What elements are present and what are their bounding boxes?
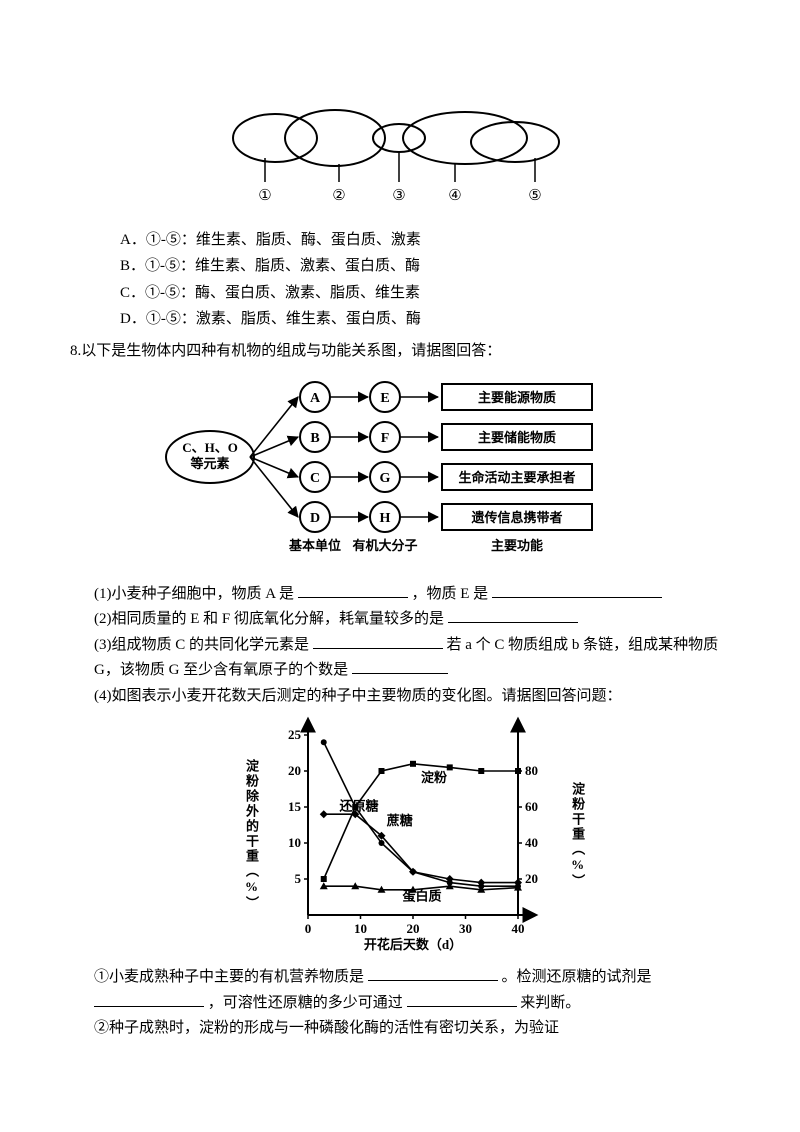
svg-text:遗传信息携带者: 遗传信息携带者 (470, 510, 562, 525)
svg-text:10: 10 (288, 835, 301, 850)
left-axis-label: 淀粉除外的干重（%） (240, 759, 262, 911)
q8-p2-pre: (2)相同质量的 E 和 F 彻底氧化分解，耗氧量较多的是 (94, 611, 444, 627)
svg-text:20: 20 (525, 871, 538, 886)
option-c: C．①-⑤：酶、蛋白质、激素、脂质、维生素 (120, 281, 734, 307)
blank (368, 965, 498, 981)
q8-p1-pre: (1)小麦种子细胞中，物质 A 是 (94, 586, 294, 602)
svg-text:蛋白质: 蛋白质 (403, 889, 442, 904)
q8-part3: (3)组成物质 C 的共同化学元素是 若 a 个 C 物质组成 b 条链，组成某… (94, 633, 734, 684)
blank (407, 991, 517, 1007)
svg-text:E: E (380, 391, 389, 406)
q8-part2: (2)相同质量的 E 和 F 彻底氧化分解，耗氧量较多的是 (94, 607, 734, 633)
svg-text:15: 15 (288, 799, 302, 814)
svg-text:④: ④ (448, 188, 461, 204)
svg-text:①: ① (258, 188, 271, 204)
right-axis-label: 淀粉干重（%） (566, 782, 588, 889)
svg-text:25: 25 (288, 727, 302, 742)
option-b: B．①-⑤：维生素、脂质、激素、蛋白质、酶 (120, 254, 734, 280)
svg-text:A: A (310, 391, 321, 406)
venn-diagram: ① ② ③ ④ ⑤ (66, 108, 734, 218)
blank (313, 633, 443, 649)
q8-p41-pre: ①小麦成熟种子中主要的有机营养物质是 (94, 969, 364, 985)
svg-text:B: B (310, 431, 319, 446)
svg-text:开花后天数（d）: 开花后天数（d） (364, 937, 462, 952)
q8-p3-pre: (3)组成物质 C 的共同化学元素是 (94, 637, 309, 653)
blank (298, 582, 408, 598)
svg-text:淀粉: 淀粉 (421, 770, 447, 785)
svg-text:生命活动主要承担者: 生命活动主要承担者 (458, 470, 575, 485)
q8-part4-2: ②种子成熟时，淀粉的形成与一种磷酸化酶的活性有密切关系，为验证 (94, 1016, 734, 1042)
svg-text:基本单位: 基本单位 (288, 538, 341, 553)
answer-options: A．①-⑤：维生素、脂质、酶、蛋白质、激素 B．①-⑤：维生素、脂质、激素、蛋白… (120, 228, 734, 333)
svg-text:⑤: ⑤ (528, 188, 541, 204)
option-a: A．①-⑤：维生素、脂质、酶、蛋白质、激素 (120, 228, 734, 254)
svg-text:10: 10 (354, 921, 367, 936)
svg-text:H: H (380, 511, 391, 526)
svg-text:60: 60 (525, 799, 538, 814)
svg-text:20: 20 (407, 921, 420, 936)
svg-text:F: F (381, 431, 390, 446)
q8-intro: 8.以下是生物体内四种有机物的组成与功能关系图，请据图回答： (70, 339, 734, 365)
svg-text:30: 30 (459, 921, 472, 936)
q8-p1-mid: ，物质 E 是 (412, 586, 489, 602)
q8-part4-1: ①小麦成熟种子中主要的有机营养物质是 。检测还原糖的试剂是 ，可溶性还原糖的多少… (94, 965, 734, 1016)
svg-text:20: 20 (288, 763, 301, 778)
q8-body: (1)小麦种子细胞中，物质 A 是 ，物质 E 是 (2)相同质量的 E 和 F… (94, 582, 734, 1042)
blank (352, 658, 448, 674)
svg-text:C: C (310, 471, 320, 486)
svg-text:G: G (380, 471, 391, 486)
svg-text:③: ③ (392, 188, 405, 204)
svg-text:主要能源物质: 主要能源物质 (478, 390, 556, 405)
svg-text:80: 80 (525, 763, 538, 778)
q8-p41-mid2: ，可溶性还原糖的多少可通过 (208, 995, 403, 1011)
svg-text:40: 40 (525, 835, 538, 850)
svg-text:40: 40 (512, 921, 525, 936)
svg-text:等元素: 等元素 (189, 456, 229, 471)
svg-text:5: 5 (295, 871, 302, 886)
blank (492, 582, 662, 598)
q8-part4-intro: (4)如图表示小麦开花数天后测定的种子中主要物质的变化图。请据图回答问题： (94, 684, 734, 710)
blank (94, 991, 204, 1007)
svg-text:②: ② (332, 188, 345, 204)
option-d: D．①-⑤：激素、脂质、维生素、蛋白质、酶 (120, 307, 734, 333)
svg-text:C、H、O: C、H、O (182, 440, 238, 455)
blank (448, 607, 578, 623)
q8-part1: (1)小麦种子细胞中，物质 A 是 ，物质 E 是 (94, 582, 734, 608)
line-chart: 淀粉除外的干重（%） 5 10 15 20 25 20 40 60 80 0 10 20 30 40 开花后… (94, 715, 734, 955)
svg-text:主要储能物质: 主要储能物质 (478, 430, 556, 445)
svg-text:0: 0 (305, 921, 312, 936)
svg-text:有机大分子: 有机大分子 (352, 538, 417, 553)
svg-text:主要功能: 主要功能 (491, 538, 543, 553)
svg-text:还原糖: 还原糖 (339, 799, 379, 814)
svg-text:蔗糖: 蔗糖 (386, 813, 413, 828)
svg-text:D: D (310, 511, 320, 526)
q8-p41-mid1: 。检测还原糖的试剂是 (502, 969, 652, 985)
q8-p41-tail: 来判断。 (520, 995, 580, 1011)
flow-diagram: C、H、O等元素 A E 主要能源物质 B F 主要储能物质 C G 生命活动主要承担者 D H 遗传信… (66, 372, 734, 572)
